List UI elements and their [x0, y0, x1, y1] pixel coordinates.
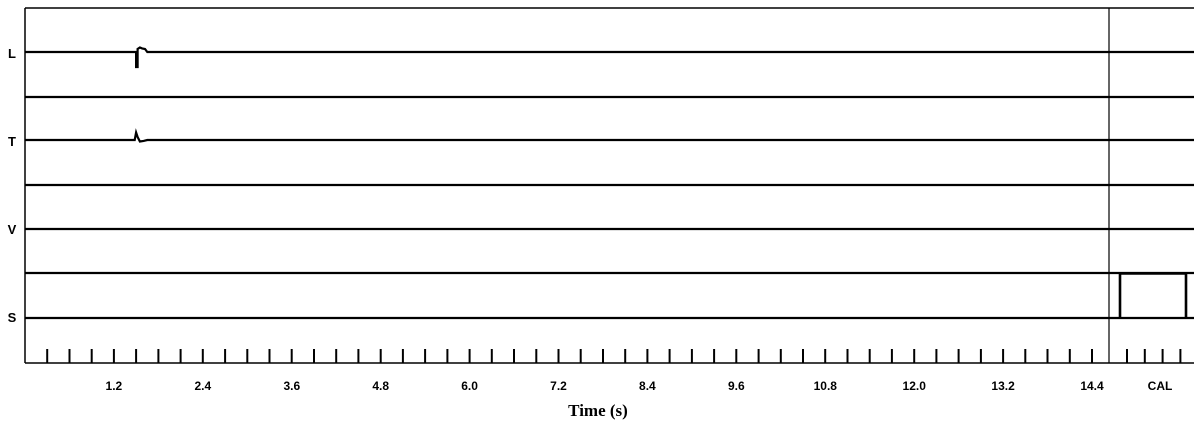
series-line-L: [25, 46, 1194, 69]
x-axis-title: Time (s): [568, 401, 628, 420]
x-tick-label: 3.6: [283, 379, 300, 393]
x-tick-label: 2.4: [194, 379, 211, 393]
series-line-T: [25, 128, 1194, 143]
cal-label: CAL: [1148, 379, 1173, 393]
x-tick-label: 6.0: [461, 379, 478, 393]
time-axis: 1.2 2.4 3.6 4.8 6.0 7.2 8.4 9.6 10.8 12.0 13.2 14.4: [46, 349, 1182, 393]
x-tick-label: 14.4: [1080, 379, 1104, 393]
x-tick-label: 8.4: [639, 379, 656, 393]
channel-traces: [25, 46, 1194, 320]
x-tick-label: 1.2: [106, 379, 123, 393]
channel-label: V: [8, 222, 17, 237]
x-tick-label: 4.8: [372, 379, 389, 393]
channel-label: L: [8, 46, 16, 61]
x-tick-label: 12.0: [903, 379, 927, 393]
x-tick-label: 9.6: [728, 379, 745, 393]
channel-label: T: [8, 134, 16, 149]
cal-pulse-line: [1109, 273, 1194, 319]
calibration-pulse: [1109, 273, 1194, 319]
x-tick-label: 10.8: [814, 379, 838, 393]
plot-frame: [24, 7, 1194, 364]
x-tick-label: 13.2: [991, 379, 1015, 393]
channel-label: S: [8, 310, 17, 325]
x-tick-label: 7.2: [550, 379, 567, 393]
